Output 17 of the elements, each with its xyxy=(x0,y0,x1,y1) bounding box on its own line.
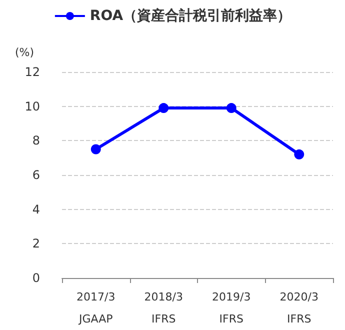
y-tick-label: 2 xyxy=(32,236,40,251)
point xyxy=(90,144,101,154)
y-tick-label: 12 xyxy=(24,65,40,79)
x-tick-label: 2018/3 IFRS xyxy=(144,290,183,326)
x-tick-label: 2017/3 JGAAP xyxy=(76,290,116,326)
point xyxy=(226,103,236,114)
x-tick-label: 2020/3 IFRS xyxy=(280,290,318,326)
y-tick-label: 4 xyxy=(32,202,40,216)
y-tick-label: 8 xyxy=(32,134,40,148)
y-axis-title: (%) xyxy=(14,46,34,59)
point xyxy=(294,149,304,160)
y-tick-label: 10 xyxy=(24,99,40,114)
y-tick-label: 6 xyxy=(32,168,40,182)
point xyxy=(158,103,169,114)
x-tick-label: 2019/3 IFRS xyxy=(212,290,251,326)
y-tick-label: 0 xyxy=(32,271,40,285)
legend-label: ROA（資産合計税引前利益率） xyxy=(90,7,292,24)
